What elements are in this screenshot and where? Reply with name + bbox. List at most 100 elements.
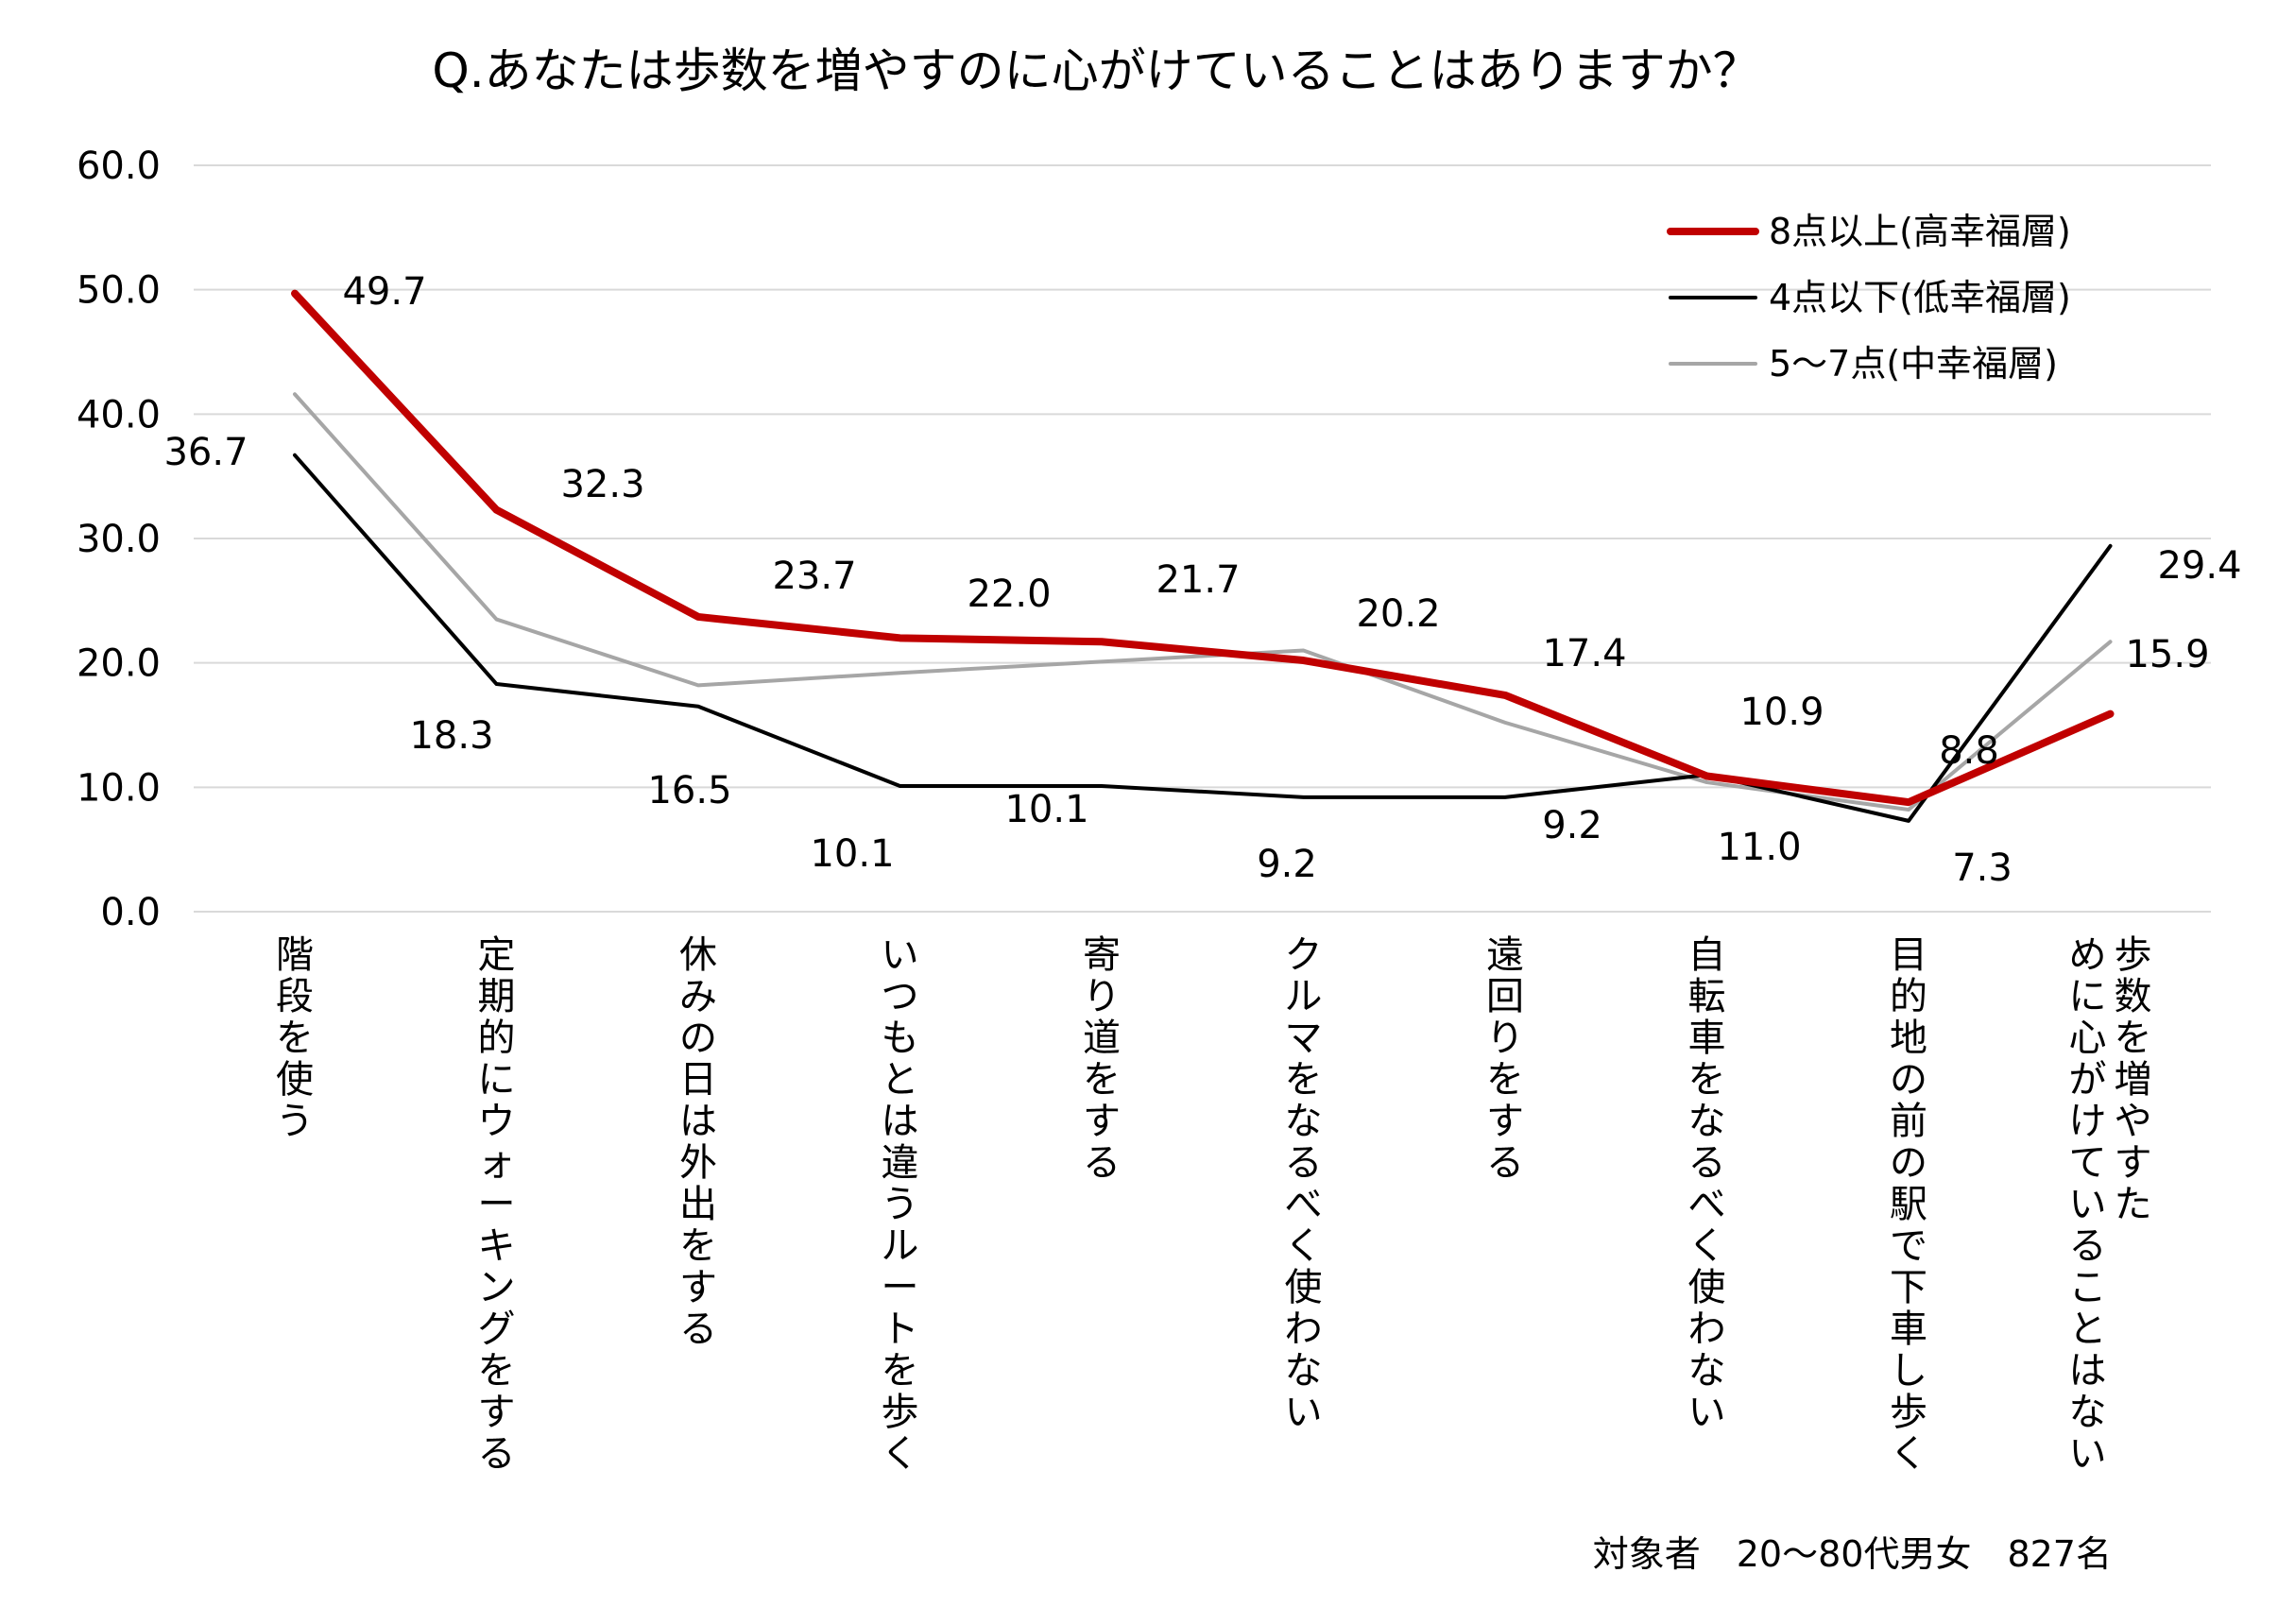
gridlines [194, 164, 2211, 913]
legend-label: 5～7点(中幸福層) [1769, 343, 2058, 385]
x-category-char: と [2069, 1308, 2107, 1351]
x-category-char: を [1285, 1058, 1323, 1102]
x-category-char: 下 [1890, 1266, 1927, 1309]
x-category-char: に [478, 1058, 516, 1102]
x-category-char: な [1688, 1349, 1726, 1393]
x-category-char: め [2069, 933, 2107, 977]
series-line-1 [293, 453, 2113, 823]
x-category-char: 回 [1486, 975, 1524, 1018]
y-tick-label: 20.0 [77, 642, 161, 686]
x-category-char: 歩 [1890, 1391, 1927, 1434]
x-category-char: る [679, 1308, 717, 1351]
data-label-low: 36.7 [163, 431, 248, 474]
x-category-char: や [2115, 1100, 2152, 1143]
x-category-char: う [882, 1183, 919, 1226]
x-category-char: ク [1285, 933, 1323, 977]
x-category-char: を [1688, 1058, 1726, 1102]
x-category-char: 歩 [2115, 933, 2152, 977]
x-category-char: 数 [2115, 975, 2152, 1018]
x-category-char: わ [1285, 1308, 1323, 1351]
x-category-char: 違 [882, 1141, 919, 1185]
x-category-char: を [679, 1224, 717, 1268]
x-category-char: 定 [478, 933, 516, 977]
x-category-char: な [2069, 1391, 2107, 1434]
x-category-char: ル [882, 1224, 919, 1268]
data-label-low: 9.2 [1257, 843, 1317, 886]
x-category-char: 的 [1890, 975, 1927, 1018]
x-category-char: 階 [276, 933, 314, 977]
x-category-char: す [478, 1391, 516, 1434]
x-category-char: は [882, 1100, 919, 1143]
data-label-high: 22.0 [967, 573, 1051, 616]
x-category-char: ン [478, 1266, 516, 1309]
x-category-char: ル [1285, 975, 1323, 1018]
x-category-char: し [1890, 1349, 1927, 1393]
data-label-low: 18.3 [409, 714, 493, 758]
x-category-char: を [1486, 1058, 1524, 1102]
x-category-char: も [882, 1017, 919, 1060]
x-category-char: は [2069, 1349, 2107, 1393]
x-category-char: 自 [1688, 933, 1726, 977]
data-label-high: 49.7 [342, 270, 426, 314]
data-label-high: 15.9 [2125, 633, 2209, 676]
data-label-low: 11.0 [1717, 826, 1801, 869]
x-category-char: を [1083, 1058, 1121, 1102]
x-category-char: く [1688, 1224, 1726, 1268]
x-category-char: る [1486, 1141, 1524, 1185]
x-category-char: け [2069, 1100, 2107, 1143]
x-category-char: 寄 [1083, 933, 1121, 977]
x-category-char: 前 [1890, 1100, 1927, 1143]
x-category-char: 駅 [1890, 1183, 1927, 1226]
series-lines [291, 289, 2115, 823]
x-category-char: す [1083, 1100, 1121, 1143]
x-category-char: 目 [1890, 933, 1927, 977]
x-category-char: み [679, 975, 717, 1018]
x-category-char: 休 [679, 933, 717, 977]
data-label-high: 23.7 [772, 555, 856, 598]
x-category-char: 出 [679, 1183, 717, 1226]
legend-item: 5～7点(中幸福層) [1669, 343, 2058, 385]
x-category-char: 使 [276, 1058, 314, 1102]
y-axis-ticks: 0.0 10.0 20.0 30.0 40.0 50.0 60.0 [77, 145, 161, 934]
x-category-char: る [1083, 1141, 1121, 1185]
x-category-char: 歩 [882, 1391, 919, 1434]
x-category-char: る [1285, 1141, 1323, 1185]
x-category-char: る [1688, 1141, 1726, 1185]
x-category-char: く [882, 1432, 919, 1476]
legend-item: 8点以上(高幸福層) [1667, 211, 2071, 252]
x-category-char: す [679, 1266, 717, 1309]
x-category-char: キ [478, 1224, 516, 1268]
data-label-high: 20.2 [1356, 592, 1440, 636]
x-category-char: く [1285, 1224, 1323, 1268]
x-category-char: い [1285, 1391, 1323, 1434]
data-label-low: 7.3 [1952, 846, 2013, 890]
series-line-2 [293, 392, 2113, 812]
x-category-char: ー [882, 1266, 919, 1309]
data-label-low: 9.2 [1542, 804, 1602, 847]
x-category-char: の [1890, 1141, 1927, 1185]
x-category-char: 増 [2115, 1058, 2152, 1102]
x-category-char: と [882, 1058, 919, 1102]
legend-label: 4点以下(低幸福層) [1769, 277, 2071, 318]
x-category-char: で [1890, 1224, 1927, 1268]
y-tick-label: 10.0 [77, 766, 161, 810]
x-category-char: ー [478, 1183, 516, 1226]
x-category-char: を [478, 1349, 516, 1393]
x-category-char: な [1285, 1349, 1323, 1393]
y-tick-label: 30.0 [77, 518, 161, 561]
data-label-high: 10.9 [1739, 691, 1824, 734]
data-label-high: 21.7 [1156, 558, 1240, 602]
x-category-char: に [2069, 975, 2107, 1018]
x-category-char: い [882, 933, 919, 977]
x-category-char: が [2069, 1058, 2107, 1102]
